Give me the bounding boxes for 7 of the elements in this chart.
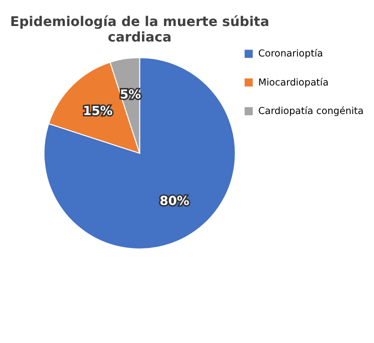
chart-title: Epidemiología de la muerte súbita cardiaca <box>10 15 270 46</box>
data-label: 15% <box>82 103 114 118</box>
data-label: 80% <box>160 193 190 208</box>
legend-label: Cardiopatía congénita <box>258 106 364 118</box>
legend-label: Coronarioptía <box>258 48 323 60</box>
pie-slice <box>44 57 236 250</box>
legend-label: Miocardiopatía <box>258 77 329 88</box>
